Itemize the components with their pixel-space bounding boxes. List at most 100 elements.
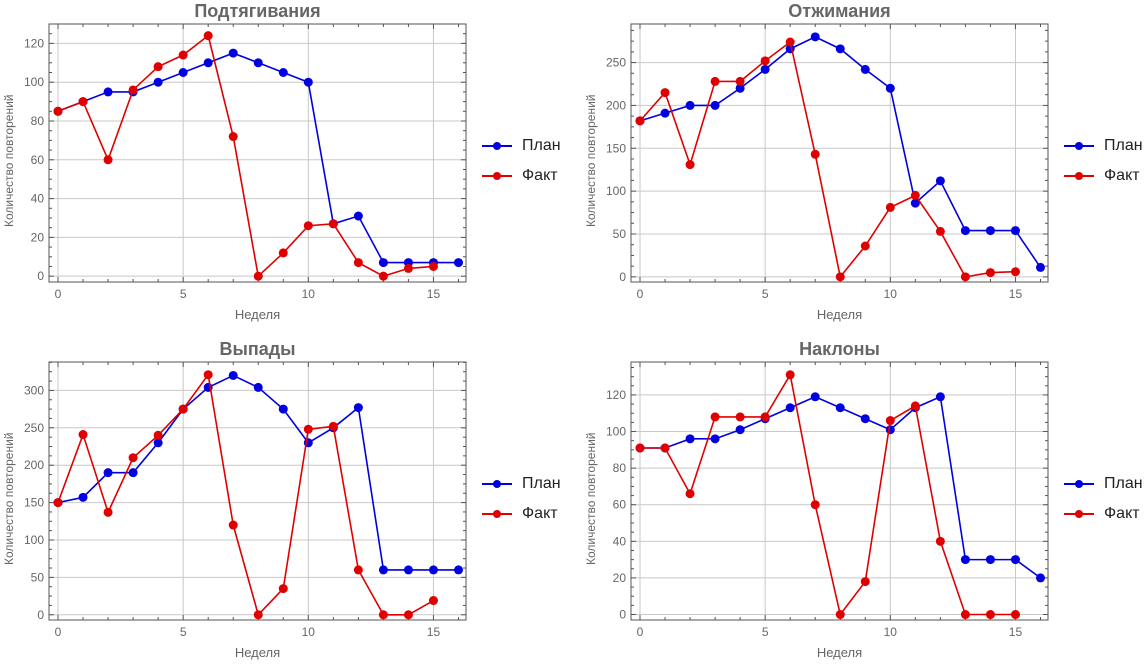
data-point-fact <box>428 596 438 606</box>
chart-bends: Наклоны 0 5 10 15 0 20 40 60 80 100 120 Неделя Кол… <box>582 338 1146 669</box>
legend-label-fact: Факт <box>1104 167 1140 184</box>
legend-label-fact: Факт <box>1104 505 1140 522</box>
data-point-fact <box>128 85 138 95</box>
y-axis-label: Количество повторений <box>2 94 16 227</box>
legend-item-fact: Факт <box>1064 499 1143 529</box>
data-point-fact <box>128 453 138 463</box>
legend-swatch-plan <box>1064 480 1094 488</box>
data-point-plan <box>1010 226 1020 236</box>
data-point-plan <box>910 198 920 208</box>
data-point-plan <box>278 404 288 414</box>
legend-item-plan: План <box>482 131 561 161</box>
data-point-fact <box>378 610 388 620</box>
data-point-fact <box>685 489 695 499</box>
data-point-fact <box>910 401 920 411</box>
data-point-plan <box>103 87 113 97</box>
data-point-fact <box>403 263 413 273</box>
data-point-plan <box>253 58 263 68</box>
y-tick-label: 0 <box>37 608 44 622</box>
series-line-plan <box>57 374 459 571</box>
x-axis-label: Неделя <box>816 307 863 322</box>
data-point-plan <box>178 67 188 77</box>
x-tick-label: 10 <box>884 287 898 300</box>
legend-item-fact: Факт <box>482 161 561 191</box>
y-tick-label: 60 <box>613 498 627 512</box>
data-point-fact <box>985 610 995 620</box>
legend: План Факт <box>482 131 561 191</box>
legend-label-fact: Факт <box>522 505 558 522</box>
plot-frame <box>48 361 467 621</box>
legend-item-fact: Факт <box>1064 161 1143 191</box>
data-point-fact <box>1010 610 1020 620</box>
data-point-plan <box>810 392 820 402</box>
y-axis-label: Количество повторений <box>584 432 598 565</box>
y-axis-label: Количество повторений <box>584 94 598 227</box>
data-point-fact <box>1010 267 1020 277</box>
y-tick-label: 200 <box>24 458 44 472</box>
legend-swatch-fact <box>1064 510 1094 518</box>
data-point-fact <box>810 149 820 159</box>
data-point-fact <box>328 421 338 431</box>
x-tick-label: 0 <box>637 287 644 300</box>
data-point-plan <box>710 100 720 110</box>
legend-swatch-fact <box>482 172 512 180</box>
data-point-fact <box>428 261 438 271</box>
data-point-plan <box>153 77 163 87</box>
data-point-plan <box>935 176 945 186</box>
data-point-fact <box>860 241 870 251</box>
y-tick-label: 0 <box>619 270 626 284</box>
x-axis-label: Неделя <box>234 645 281 660</box>
y-tick-label: 300 <box>24 383 44 397</box>
data-point-fact <box>178 50 188 60</box>
x-tick-label: 5 <box>180 625 187 638</box>
y-tick-label: 100 <box>606 184 626 198</box>
data-point-plan <box>428 565 438 575</box>
data-point-plan <box>885 83 895 93</box>
data-point-fact <box>860 577 870 587</box>
chart-title: Подтягивания <box>194 1 321 21</box>
data-point-fact <box>660 443 670 453</box>
legend-item-fact: Факт <box>482 499 561 529</box>
legend: План Факт <box>1064 131 1143 191</box>
data-point-plan <box>885 425 895 435</box>
data-point-fact <box>760 56 770 66</box>
data-point-fact <box>353 258 363 268</box>
data-point-plan <box>153 438 163 448</box>
y-tick-label: 150 <box>606 141 626 155</box>
data-point-fact <box>935 536 945 546</box>
data-point-fact <box>328 219 338 229</box>
x-tick-label: 5 <box>762 287 769 300</box>
data-point-fact <box>203 370 213 380</box>
data-point-fact <box>710 412 720 422</box>
y-tick-label: 100 <box>24 533 44 547</box>
y-tick-label: 20 <box>613 571 627 585</box>
data-point-fact <box>403 610 413 620</box>
plot-frame <box>630 361 1049 621</box>
data-point-plan <box>660 108 670 118</box>
y-tick-label: 120 <box>24 36 44 50</box>
data-point-plan <box>303 77 313 87</box>
series-line-fact <box>57 372 434 617</box>
data-point-fact <box>685 160 695 170</box>
y-tick-label: 0 <box>37 269 44 283</box>
data-point-fact <box>203 31 213 41</box>
x-tick-label: 15 <box>1009 625 1023 638</box>
data-point-fact <box>785 37 795 47</box>
data-point-fact <box>303 424 313 434</box>
data-point-plan <box>253 382 263 392</box>
series-line-fact <box>57 34 434 278</box>
series-line-plan <box>640 395 1041 579</box>
data-point-fact <box>935 226 945 236</box>
data-point-plan <box>378 565 388 575</box>
data-point-fact <box>735 76 745 86</box>
y-tick-label: 40 <box>31 192 45 206</box>
data-point-fact <box>353 565 363 575</box>
data-point-fact <box>103 507 113 517</box>
data-point-plan <box>960 555 970 565</box>
data-point-fact <box>253 610 263 620</box>
data-point-fact <box>53 498 63 508</box>
series-line-fact <box>640 372 1016 617</box>
data-point-fact <box>635 443 645 453</box>
x-tick-label: 10 <box>302 287 316 300</box>
y-tick-label: 100 <box>24 75 44 89</box>
